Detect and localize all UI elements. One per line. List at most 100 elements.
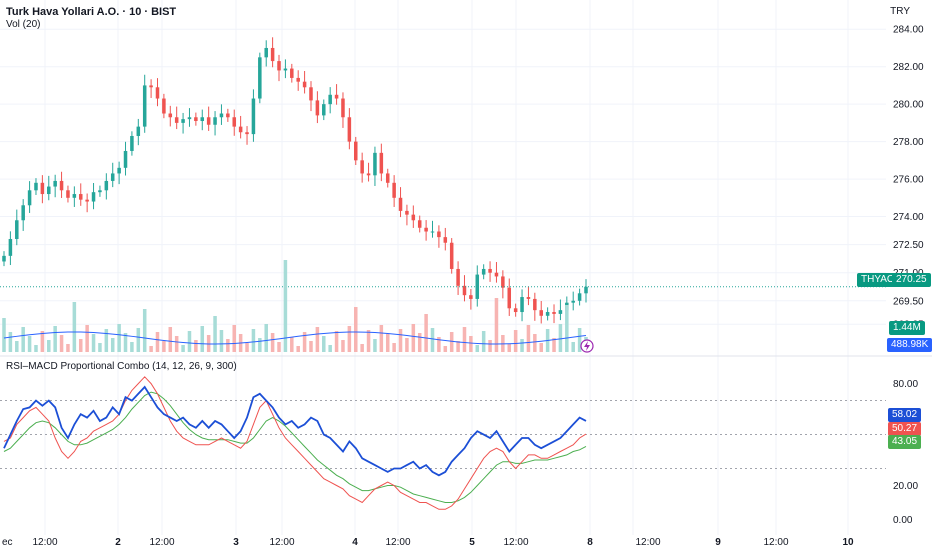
candle-body — [347, 117, 352, 142]
volume-bar — [475, 345, 480, 352]
volume-bar — [8, 332, 13, 352]
candle-body — [168, 113, 173, 118]
volume-bar — [507, 344, 512, 352]
candle-body — [353, 141, 358, 161]
volume-bar — [360, 344, 364, 352]
volume-bar — [328, 345, 332, 352]
volume-bar — [577, 328, 582, 352]
volume-bar — [53, 326, 57, 352]
candle-body — [155, 87, 160, 99]
candle-body — [200, 117, 205, 122]
price-tick-label: 278.00 — [893, 137, 924, 148]
symbol-title[interactable]: Turk Hava Yollari A.O. · 10 · BIST — [6, 6, 177, 18]
volume-bar — [417, 333, 422, 352]
candle-body — [584, 286, 588, 294]
volume-bar — [40, 331, 45, 352]
volume-bar — [430, 328, 435, 352]
candle-body — [539, 310, 543, 316]
price-tick-label: 274.00 — [893, 212, 924, 223]
volume-bar — [366, 330, 371, 352]
volume-bar — [405, 338, 409, 352]
x-tick-label: ec — [2, 537, 13, 548]
volume-bar — [2, 318, 6, 352]
candle-body — [136, 126, 141, 136]
volume-bar — [353, 307, 358, 352]
volume-indicator-label[interactable]: Vol (20) — [6, 19, 41, 30]
volume-bar — [449, 332, 454, 352]
candle-body — [59, 180, 64, 191]
candle-body — [194, 117, 198, 122]
volume-bar — [187, 331, 192, 352]
currency-label: TRY — [890, 6, 910, 17]
volume-bar — [539, 343, 543, 352]
candle-body — [27, 190, 32, 206]
osc-tick-label: 0.00 — [893, 515, 913, 526]
lightning-icon-bolt — [584, 341, 590, 351]
volume-badge: 1.44M — [889, 321, 925, 335]
volume-bar — [149, 346, 153, 352]
price-tick-label: 276.00 — [893, 175, 924, 186]
x-tick-label: 2 — [115, 537, 121, 548]
candle-body — [238, 126, 243, 133]
candle-body — [245, 132, 249, 135]
candle-body — [507, 287, 512, 309]
candle-body — [488, 268, 492, 273]
candle-body — [558, 310, 563, 314]
volume-bar — [27, 336, 32, 352]
volume-bar — [123, 333, 128, 352]
candle-body — [219, 113, 224, 118]
volume-bar — [334, 331, 339, 352]
candle-body — [405, 210, 409, 215]
volume-bar — [245, 343, 249, 352]
volume-bar — [136, 328, 141, 352]
volume-bar — [533, 334, 537, 352]
volume-bar — [290, 337, 294, 352]
candle-body — [449, 242, 454, 269]
volume-bar — [379, 325, 384, 352]
volume-bar — [78, 339, 83, 352]
candle-body — [526, 297, 531, 299]
x-tick-label: 12:00 — [763, 537, 788, 548]
candle-body — [40, 182, 45, 195]
volume-bar — [270, 333, 275, 352]
osc-series-line — [3, 391, 587, 503]
candle-body — [315, 100, 320, 116]
candle-body — [21, 205, 25, 221]
price-tick-label: 280.00 — [893, 100, 924, 111]
candle-body — [206, 117, 211, 125]
volume-bar — [341, 340, 345, 352]
candle-body — [341, 98, 345, 118]
volume-bar — [226, 339, 230, 352]
oscillator-title[interactable]: RSI–MACD Proportional Combo (14, 12, 26,… — [6, 361, 237, 372]
candle-body — [15, 220, 19, 239]
candle-body — [174, 117, 179, 123]
candle-body — [411, 214, 416, 221]
volume-bar — [322, 336, 326, 352]
volume-bar — [232, 325, 237, 352]
volume-bar — [219, 330, 224, 352]
volume-bar — [264, 324, 268, 352]
volume-bar — [347, 326, 352, 352]
candle-body — [66, 190, 70, 198]
x-tick-label: 12:00 — [32, 537, 57, 548]
volume-bar — [168, 327, 173, 352]
candle-body — [545, 312, 550, 316]
volume-bar — [251, 329, 256, 352]
price-tick-label: 282.00 — [893, 62, 924, 73]
lightning-icon — [580, 339, 594, 353]
volume-bar — [526, 325, 531, 352]
volume-bar — [142, 309, 147, 352]
volume-bar — [174, 336, 179, 352]
candle-body — [258, 57, 262, 99]
candle-body — [392, 182, 396, 198]
x-tick-label: 12:00 — [503, 537, 528, 548]
x-tick-label: 10 — [842, 537, 854, 548]
candle-body — [85, 199, 89, 202]
candle-body — [149, 85, 153, 88]
candle-body — [366, 173, 371, 176]
candle-body — [398, 197, 403, 211]
volume-bar — [258, 338, 262, 352]
candle-body — [417, 220, 422, 228]
candle-body — [162, 98, 166, 114]
